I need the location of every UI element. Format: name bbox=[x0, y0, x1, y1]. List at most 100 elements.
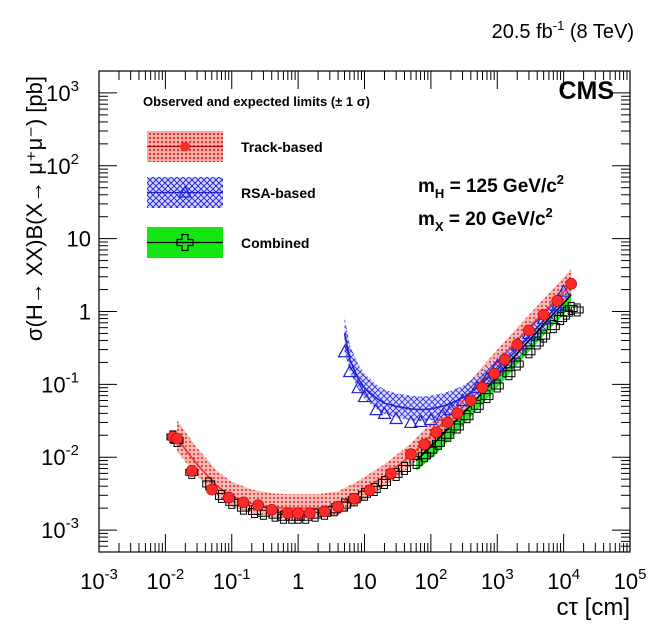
annotation-mh: mH = 125 GeV/c2 bbox=[418, 172, 564, 201]
track-marker bbox=[265, 503, 278, 516]
rsa-marker bbox=[479, 371, 494, 385]
x-tick-label: 10 bbox=[352, 569, 376, 594]
rsa-marker bbox=[337, 344, 352, 358]
track-marker bbox=[511, 338, 524, 351]
combined-marker-h bbox=[530, 339, 544, 347]
legend-marker-combined bbox=[176, 233, 194, 252]
track-marker bbox=[304, 507, 316, 520]
combined-marker bbox=[505, 367, 513, 381]
combined-marker bbox=[463, 410, 471, 424]
combined-marker bbox=[513, 357, 521, 371]
combined-marker bbox=[540, 329, 548, 343]
combined-marker-h bbox=[502, 370, 516, 378]
observed-markers bbox=[166, 277, 584, 524]
combined-marker bbox=[427, 443, 435, 457]
rsa-marker bbox=[556, 283, 571, 297]
rsa-marker bbox=[377, 406, 392, 419]
x-tick-label: 105 bbox=[614, 566, 647, 594]
combined-marker-h bbox=[490, 382, 504, 390]
combined-marker bbox=[453, 420, 461, 434]
track-marker bbox=[418, 438, 431, 451]
rsa-marker bbox=[403, 415, 418, 429]
track-marker bbox=[476, 381, 489, 394]
combined-marker-h bbox=[377, 478, 391, 486]
rsa-marker bbox=[369, 402, 384, 416]
x-tick-label: 104 bbox=[547, 566, 580, 594]
combined-marker bbox=[525, 345, 533, 359]
track-marker bbox=[252, 499, 264, 511]
track-marker bbox=[171, 432, 183, 445]
track-marker bbox=[332, 500, 344, 513]
rsa-marker bbox=[357, 389, 372, 403]
combined-marker bbox=[400, 461, 408, 475]
y-tick-label: 10-2 bbox=[41, 442, 79, 470]
legend: Observed and expected limits (± 1 σ) Tra… bbox=[143, 94, 370, 258]
track-marker bbox=[499, 353, 511, 366]
lumi-label: 20.5 fb-1 (8 TeV) bbox=[492, 18, 634, 43]
combined-marker-h bbox=[522, 348, 536, 356]
track-marker bbox=[451, 407, 464, 420]
track-marker bbox=[222, 491, 235, 504]
legend-marker-track bbox=[180, 141, 190, 152]
legend-label-track: Track-based bbox=[241, 139, 323, 155]
track-marker bbox=[551, 295, 563, 307]
rsa-marker bbox=[389, 411, 404, 425]
track-marker bbox=[465, 394, 477, 407]
track-marker bbox=[205, 483, 218, 496]
combined-marker-h bbox=[431, 439, 445, 447]
y-axis-title: σ(H→ XX)B(X→ μ⁺μ⁻) [pb] bbox=[22, 76, 47, 341]
rsa-marker bbox=[342, 364, 357, 378]
x-tick-label: 1 bbox=[292, 569, 304, 594]
cms-label: CMS bbox=[558, 77, 614, 105]
combined-marker bbox=[549, 320, 557, 334]
rsa-marker bbox=[351, 380, 366, 394]
combined-marker bbox=[562, 306, 570, 320]
track-marker bbox=[385, 467, 397, 480]
legend-label-combined: Combined bbox=[241, 235, 309, 251]
combined-marker bbox=[573, 303, 581, 317]
combined-marker-h bbox=[546, 323, 560, 331]
axis-ticks: 10-3 10-2 10-1 1 10 102 103 104 105 10-3 10-2 10-1 1… bbox=[41, 70, 647, 594]
track-marker bbox=[523, 324, 535, 337]
combined-marker-h bbox=[537, 332, 551, 340]
legend-marker-rsa bbox=[177, 185, 193, 198]
y-tick-label: 10-1 bbox=[41, 369, 79, 397]
combined-marker bbox=[473, 399, 481, 413]
track-marker bbox=[348, 492, 361, 505]
track-marker bbox=[405, 448, 417, 460]
combined-marker-h bbox=[397, 464, 411, 472]
combined-marker-h bbox=[480, 393, 494, 401]
track-marker bbox=[488, 367, 501, 380]
y-tick-label: 1 bbox=[79, 300, 91, 325]
combined-marker bbox=[493, 379, 501, 393]
x-tick-label: 103 bbox=[481, 566, 514, 594]
x-tick-label: 10-2 bbox=[146, 566, 184, 594]
rsa-marker bbox=[413, 414, 428, 428]
track-marker bbox=[537, 309, 550, 321]
band-rsa-based bbox=[344, 288, 564, 422]
y-tick-label: 102 bbox=[46, 151, 79, 179]
y-tick-label: 103 bbox=[46, 78, 79, 106]
combined-marker-h bbox=[570, 306, 584, 314]
legend-label-rsa: RSA-based bbox=[241, 185, 316, 201]
track-marker bbox=[565, 277, 577, 290]
x-tick-label: 102 bbox=[414, 566, 447, 594]
limit-bands bbox=[177, 269, 572, 519]
combined-marker-h bbox=[409, 458, 423, 466]
combined-marker bbox=[380, 475, 388, 489]
track-marker bbox=[430, 426, 442, 439]
combined-marker bbox=[444, 428, 452, 442]
track-marker bbox=[442, 416, 454, 429]
track-marker bbox=[282, 507, 294, 520]
legend-title: Observed and expected limits (± 1 σ) bbox=[143, 94, 370, 109]
x-axis-title: cτ [cm] bbox=[557, 594, 630, 621]
combined-marker-h bbox=[510, 360, 524, 368]
x-tick-label: 10-3 bbox=[80, 566, 118, 594]
y-tick-label: 10-3 bbox=[41, 515, 79, 543]
track-marker bbox=[292, 507, 304, 520]
rsa-marker bbox=[423, 412, 438, 426]
track-marker bbox=[237, 496, 250, 509]
track-marker bbox=[185, 465, 198, 477]
x-tick-label: 10-1 bbox=[213, 566, 251, 594]
